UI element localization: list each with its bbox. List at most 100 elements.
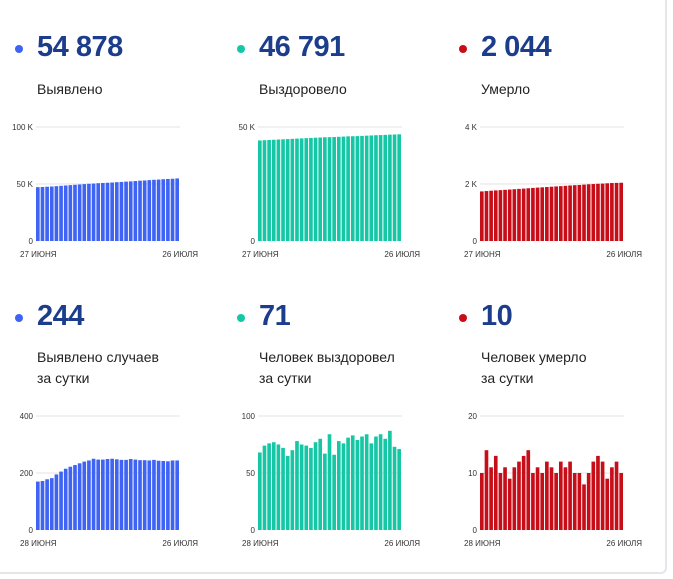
stat-label: Выявлено случаев (37, 349, 159, 365)
bar (166, 178, 170, 241)
legend-dot (237, 314, 245, 322)
bar (49, 478, 54, 530)
y-tick-label: 4 K (465, 123, 478, 132)
bar (498, 473, 503, 530)
x-tick-label-start: 28 ИЮНЯ (464, 539, 501, 548)
x-tick-label-end: 26 ИЮЛЯ (162, 250, 198, 259)
bar (147, 460, 152, 530)
bar (493, 190, 498, 241)
bar (96, 459, 101, 530)
stat-value: 54 878 (37, 31, 123, 63)
bar (378, 135, 383, 241)
bar (346, 136, 350, 241)
bar (369, 135, 374, 241)
bar (63, 185, 68, 241)
x-tick-label-end: 26 ИЮЛЯ (606, 250, 642, 259)
bar (128, 181, 133, 241)
bar (105, 182, 110, 241)
x-tick-label-start: 28 ИЮНЯ (242, 539, 279, 548)
bar (82, 461, 87, 530)
bar (591, 461, 596, 530)
bar (355, 439, 360, 530)
bar (507, 189, 512, 241)
y-tick-label: 10 (468, 469, 477, 478)
bar (101, 182, 105, 241)
x-tick-label-start: 27 ИЮНЯ (20, 250, 57, 259)
bar (383, 438, 388, 530)
y-tick-label: 2 K (465, 180, 478, 189)
bar (341, 136, 346, 241)
bar (138, 180, 142, 241)
y-tick-label: 0 (251, 237, 256, 246)
stat-label-line2: за сутки (481, 370, 534, 386)
bar (605, 478, 610, 530)
y-tick-label: 50 K (239, 123, 256, 132)
x-tick-label-end: 26 ИЮЛЯ (384, 539, 420, 548)
bar (517, 188, 521, 241)
stat-label: Выявлено (37, 81, 103, 97)
bar (374, 436, 378, 530)
bar (133, 181, 138, 241)
y-tick-label: 0 (473, 237, 478, 246)
bar (577, 184, 582, 241)
bar (258, 452, 262, 530)
chart-total-recovered: 50 K 0 27 ИЮНЯ 26 ИЮЛЯ (239, 123, 421, 259)
bar (281, 139, 285, 241)
bar (138, 460, 142, 530)
y-tick-label: 100 K (12, 123, 34, 132)
bar (521, 188, 526, 241)
bar (323, 453, 327, 530)
bar (549, 467, 554, 530)
bar (101, 459, 105, 530)
y-tick-label: 0 (29, 526, 34, 535)
x-tick-label-start: 27 ИЮНЯ (242, 250, 279, 259)
bar (152, 459, 156, 530)
bar (152, 179, 156, 241)
bar (91, 183, 96, 241)
bar (318, 438, 323, 530)
bar (577, 473, 582, 530)
bar (281, 447, 285, 530)
bar (318, 137, 323, 241)
bar (304, 445, 309, 530)
bar (142, 460, 147, 530)
bar (267, 140, 271, 241)
bar (493, 455, 498, 530)
bar (299, 444, 304, 530)
bar (619, 473, 623, 530)
bar (350, 435, 355, 530)
bar (517, 461, 521, 530)
bar (582, 184, 586, 241)
bar (549, 186, 554, 241)
bar (36, 187, 40, 241)
bar (341, 443, 346, 530)
bar (605, 183, 610, 241)
bar (586, 473, 591, 530)
bar (498, 190, 503, 241)
bar (596, 455, 600, 530)
bar (175, 178, 179, 241)
bar (156, 460, 161, 530)
y-tick-label: 50 (246, 469, 255, 478)
bar (40, 186, 45, 241)
bar (45, 479, 49, 530)
bar (568, 461, 572, 530)
bar (105, 459, 110, 530)
bar (392, 446, 397, 530)
card-total-deaths: 2 044 Умерло 4 K 2 K 0 27 ИЮНЯ 26 ИЮЛЯ (459, 31, 673, 259)
card-daily-cases: 244 Выявлено случаев за сутки 400 200 0 28 … (15, 300, 230, 548)
bar (170, 178, 175, 241)
bar (124, 181, 128, 241)
bar (54, 186, 59, 241)
bar (59, 471, 63, 530)
stat-value: 244 (37, 300, 84, 332)
bar (285, 455, 290, 530)
bar (619, 182, 623, 241)
legend-dot (459, 45, 467, 53)
bar (147, 180, 152, 241)
x-tick-label-end: 26 ИЮЛЯ (384, 250, 420, 259)
bar (568, 185, 572, 241)
bar (540, 473, 545, 530)
bar (392, 134, 397, 241)
legend-dot (459, 314, 467, 322)
